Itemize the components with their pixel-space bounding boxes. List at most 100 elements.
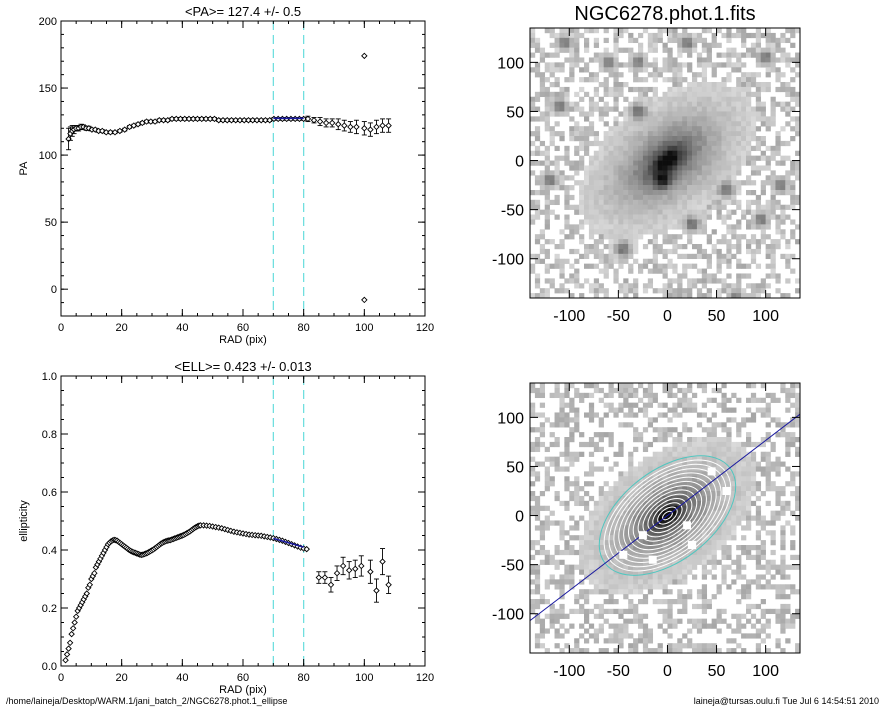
model-pixel (647, 392, 654, 399)
model-pixel (701, 427, 708, 433)
model-pixel (692, 520, 698, 526)
model-pixel (692, 402, 698, 408)
image-pixel (721, 82, 727, 88)
image-pixel (682, 229, 688, 235)
model-pixel (579, 579, 585, 585)
image-pixel (608, 185, 614, 191)
image-pixel (746, 209, 752, 215)
image-pixel (731, 288, 737, 294)
image-pixel (628, 47, 634, 53)
model-pixel (593, 535, 600, 541)
model-pixel (770, 461, 776, 467)
model-pixel (701, 643, 708, 649)
image-pixel (564, 47, 570, 53)
model-pixel (687, 549, 693, 556)
image-pixel (696, 278, 703, 284)
image-pixel (588, 190, 595, 196)
model-pixel (598, 608, 604, 615)
image-pixel (544, 106, 550, 112)
model-pixel (608, 510, 614, 516)
model-pixel (588, 437, 595, 443)
model-pixel (584, 500, 590, 507)
image-pixel (755, 62, 762, 68)
image-pixel (746, 96, 752, 102)
model-pixel (584, 535, 590, 541)
image-pixel (618, 239, 624, 245)
model-pixel (795, 383, 801, 389)
image-pixel (721, 160, 727, 166)
image-pixel (726, 185, 732, 191)
image-pixel (559, 32, 565, 39)
image-pixel (770, 150, 776, 156)
model-pixel (544, 481, 550, 487)
model-pixel (588, 495, 595, 502)
image-pixel (701, 67, 708, 73)
image-pixel (760, 121, 766, 127)
model-pixel (574, 549, 580, 556)
image-pixel (682, 160, 688, 166)
image-pixel (638, 86, 644, 93)
image-pixel (736, 199, 742, 206)
image-pixel (682, 214, 688, 220)
image-pixel (721, 165, 727, 171)
model-pixel (613, 584, 619, 590)
model-pixel (618, 633, 624, 639)
image-pixel (696, 111, 703, 117)
image-pixel (554, 111, 560, 117)
image-pixel (603, 209, 609, 215)
image-pixel (638, 170, 644, 176)
image-pixel (652, 263, 658, 269)
image-pixel (530, 131, 536, 137)
pa-xtick-label: 120 (416, 322, 434, 334)
model-pixel (613, 628, 619, 634)
image-pixel (584, 204, 590, 210)
image-pixel (564, 91, 570, 98)
image-pixel (647, 111, 654, 117)
image-pixel (760, 111, 766, 117)
model-pixel (564, 564, 570, 570)
image-pixel (682, 42, 688, 48)
model-pixel (726, 623, 732, 629)
image-pixel (647, 185, 654, 191)
image-pixel (765, 121, 771, 127)
image-pixel (706, 234, 712, 240)
model-pixel (559, 549, 565, 556)
model-pixel (770, 520, 776, 526)
pa-ytick-label: 0 (51, 284, 57, 296)
image-pixel (623, 145, 629, 152)
model-pixel (579, 559, 585, 565)
image-pixel (790, 190, 796, 196)
model-pixel (672, 466, 678, 472)
image-pixel (696, 91, 703, 98)
image-pixel (795, 62, 801, 68)
image-pixel (692, 140, 698, 147)
image-pixel (652, 96, 658, 102)
model-pixel (584, 392, 590, 399)
model-pixel (598, 623, 604, 629)
model-pixel (623, 579, 629, 585)
model-pixel (770, 549, 776, 556)
image-pixel (721, 77, 727, 83)
image-pixel (775, 219, 781, 225)
model-pixel (677, 549, 683, 556)
model-pixel (657, 481, 663, 487)
image-pixel (746, 244, 752, 250)
image-pixel (642, 258, 649, 264)
model-pixel (623, 476, 629, 482)
model-pixel (677, 589, 683, 595)
image-pixel (559, 288, 565, 294)
model-pixel (642, 648, 649, 654)
image-pixel (701, 219, 708, 225)
image-pixel (569, 101, 575, 107)
model-pixel (534, 574, 541, 580)
image-pixel (765, 67, 771, 73)
image-pixel (662, 150, 668, 156)
model-pixel (716, 466, 722, 472)
model-pixel (638, 481, 644, 487)
image-pixel (584, 140, 590, 147)
image-pixel (642, 244, 649, 250)
image-pixel (726, 131, 732, 137)
model-pixel (760, 628, 766, 634)
image-pixel (608, 190, 614, 196)
model-pixel (672, 441, 678, 448)
